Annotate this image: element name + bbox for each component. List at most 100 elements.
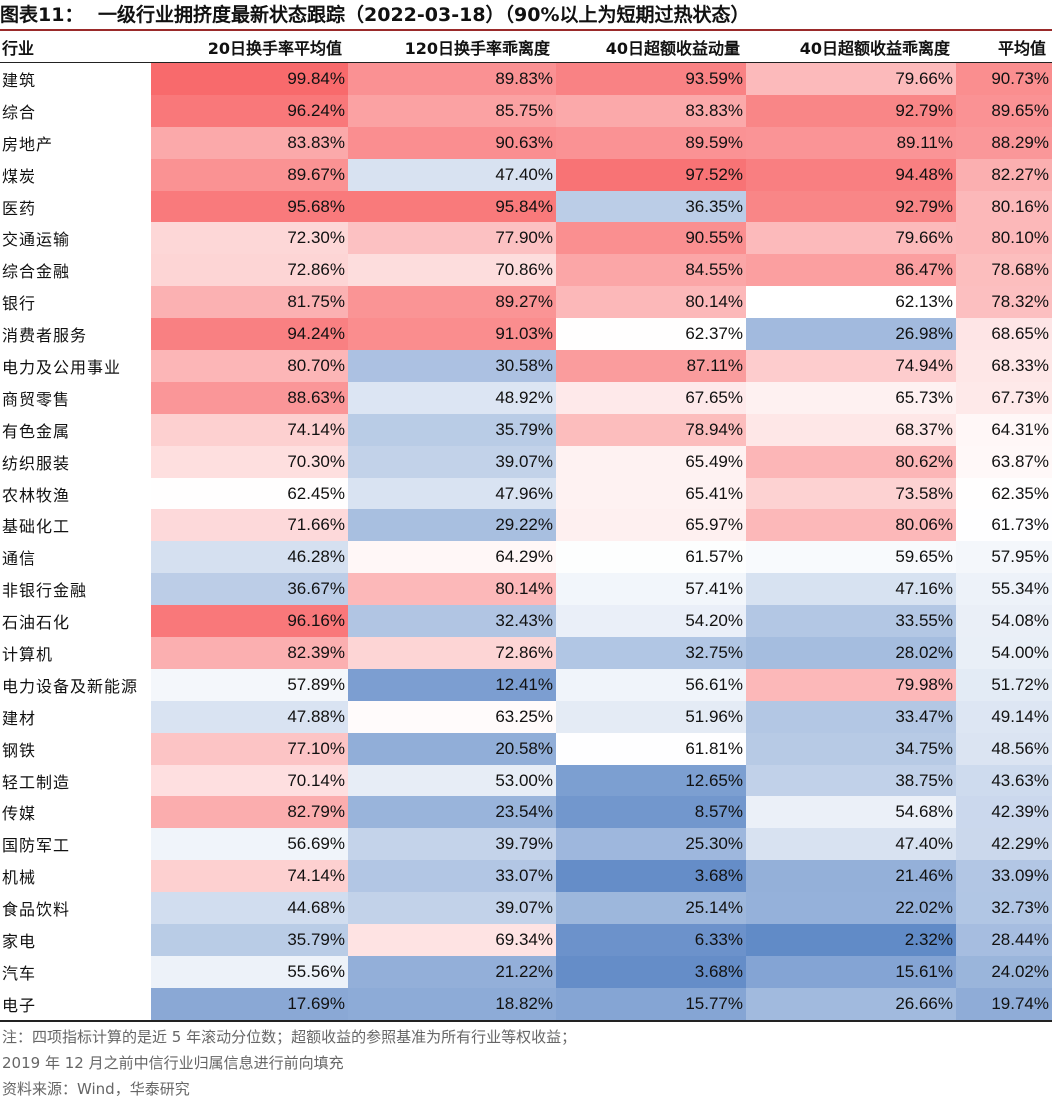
industry-label: 基础化工 — [2, 517, 71, 537]
table-row: 机械 74.14% 33.07% 3.68% 21.46% 33.09% — [0, 860, 1052, 893]
heat-cell: 54.00% — [956, 637, 1052, 669]
heat-cell: 63.25% — [348, 700, 556, 733]
heat-cell: 97.52% — [556, 158, 746, 191]
heat-cell: 74.94% — [746, 350, 956, 382]
heat-cell: 80.14% — [348, 573, 556, 606]
heat-cell: 15.61% — [746, 955, 956, 988]
industry-label: 农林牧渔 — [2, 485, 71, 505]
column-header: 平均值 — [956, 31, 1052, 63]
table-row: 综合金融 72.86% 70.86% 84.55% 86.47% 78.68% — [0, 254, 1052, 287]
table-row: 石油石化 96.16% 32.43% 54.20% 33.55% 54.08% — [0, 605, 1052, 638]
industry-label: 非银行金融 — [2, 581, 88, 601]
heat-cell: 25.14% — [556, 892, 746, 925]
heat-cell: 33.09% — [956, 860, 1052, 893]
table-row: 建筑 99.84% 89.83% 93.59% 79.66% 90.73% — [0, 62, 1052, 95]
heat-cell: 68.33% — [956, 350, 1052, 382]
industry-label: 食品饮料 — [2, 900, 71, 920]
heat-cell: 26.98% — [746, 318, 956, 351]
note-line-1: 注：四项指标计算的是近 5 年滚动分位数；超额收益的参照基准为所有行业等权收益； — [2, 1028, 577, 1046]
heat-cell: 28.02% — [746, 637, 956, 669]
heat-cell: 80.70% — [151, 350, 348, 382]
heat-cell: 62.13% — [746, 286, 956, 319]
heat-cell: 44.68% — [151, 892, 348, 925]
heat-cell: 47.40% — [348, 158, 556, 191]
table-row: 电力及公用事业 80.70% 30.58% 87.11% 74.94% 68.33% — [0, 350, 1052, 382]
heat-cell: 6.33% — [556, 924, 746, 956]
column-header: 20日换手率平均值 — [151, 31, 348, 63]
table-row: 电子 17.69% 18.82% 15.77% 26.66% 19.74% — [0, 987, 1052, 1020]
heat-cell: 38.75% — [746, 764, 956, 797]
table-row: 国防军工 56.69% 39.79% 25.30% 47.40% 42.29% — [0, 828, 1052, 861]
table-row: 计算机 82.39% 72.86% 32.75% 28.02% 54.00% — [0, 637, 1052, 669]
heat-cell: 82.27% — [956, 158, 1052, 191]
table-row: 纺织服装 70.30% 39.07% 65.49% 80.62% 63.87% — [0, 445, 1052, 478]
heat-cell: 33.07% — [348, 860, 556, 893]
industry-label: 石油石化 — [2, 613, 71, 633]
heat-cell: 26.66% — [746, 987, 956, 1020]
heat-cell: 2.32% — [746, 924, 956, 956]
heat-cell: 56.61% — [556, 668, 746, 701]
heat-cell: 72.86% — [151, 254, 348, 287]
heat-cell: 94.48% — [746, 158, 956, 191]
heat-cell: 57.95% — [956, 541, 1052, 574]
heat-cell: 33.55% — [746, 605, 956, 638]
heatmap-table: 行业 20日换手率平均值 120日换手率乖离度 40日超额收益动量 40日超额收… — [0, 31, 1052, 1020]
heat-cell: 49.14% — [956, 700, 1052, 733]
heat-cell: 70.30% — [151, 445, 348, 478]
industry-label: 消费者服务 — [2, 326, 88, 346]
heat-cell: 65.49% — [556, 445, 746, 478]
heat-cell: 79.66% — [746, 62, 956, 95]
heat-cell: 83.83% — [151, 126, 348, 159]
heat-cell: 80.10% — [956, 222, 1052, 255]
heat-cell: 62.35% — [956, 477, 1052, 510]
heat-cell: 92.79% — [746, 190, 956, 223]
heat-cell: 32.43% — [348, 605, 556, 638]
heat-cell: 19.74% — [956, 987, 1052, 1020]
heat-cell: 51.72% — [956, 668, 1052, 701]
industry-label: 建材 — [2, 708, 37, 728]
heat-cell: 39.07% — [348, 445, 556, 478]
heat-cell: 95.68% — [151, 190, 348, 223]
heat-cell: 3.68% — [556, 860, 746, 893]
heat-cell: 89.59% — [556, 126, 746, 159]
industry-label: 钢铁 — [2, 740, 37, 760]
heat-cell: 65.97% — [556, 509, 746, 542]
heat-cell: 28.44% — [956, 924, 1052, 956]
heat-cell: 79.98% — [746, 668, 956, 701]
heat-cell: 89.83% — [348, 62, 556, 95]
table-row: 商贸零售 88.63% 48.92% 67.65% 65.73% 67.73% — [0, 381, 1052, 414]
heat-cell: 12.41% — [348, 668, 556, 701]
heat-cell: 8.57% — [556, 796, 746, 829]
table-row: 交通运输 72.30% 77.90% 90.55% 79.66% 80.10% — [0, 222, 1052, 255]
heat-cell: 43.63% — [956, 764, 1052, 797]
industry-label: 计算机 — [2, 644, 54, 664]
industry-label: 机械 — [2, 868, 37, 888]
heat-cell: 35.79% — [348, 413, 556, 446]
industry-label: 煤炭 — [2, 166, 37, 186]
heat-cell: 71.66% — [151, 509, 348, 542]
table-row: 建材 47.88% 63.25% 51.96% 33.47% 49.14% — [0, 700, 1052, 733]
heat-cell: 62.37% — [556, 318, 746, 351]
heat-cell: 80.14% — [556, 286, 746, 319]
industry-label: 纺织服装 — [2, 453, 71, 473]
header-row: 行业 20日换手率平均值 120日换手率乖离度 40日超额收益动量 40日超额收… — [0, 31, 1052, 63]
figure-label: 图表11： — [0, 4, 84, 26]
industry-label: 综合金融 — [2, 262, 71, 282]
heat-cell: 89.27% — [348, 286, 556, 319]
industry-label: 电子 — [2, 995, 37, 1015]
heat-cell: 78.68% — [956, 254, 1052, 287]
heat-cell: 55.56% — [151, 955, 348, 988]
heat-cell: 54.08% — [956, 605, 1052, 638]
heat-cell: 18.82% — [348, 987, 556, 1020]
bottom-rule — [0, 1020, 1052, 1022]
column-header: 120日换手率乖离度 — [348, 31, 556, 63]
heat-cell: 67.73% — [956, 381, 1052, 414]
heat-cell: 47.40% — [746, 828, 956, 861]
heat-cell: 57.41% — [556, 573, 746, 606]
heat-cell: 47.88% — [151, 700, 348, 733]
industry-label: 轻工制造 — [2, 772, 71, 792]
heat-cell: 54.20% — [556, 605, 746, 638]
industry-label: 医药 — [2, 198, 37, 218]
heat-cell: 35.79% — [151, 924, 348, 956]
heat-cell: 42.29% — [956, 828, 1052, 861]
